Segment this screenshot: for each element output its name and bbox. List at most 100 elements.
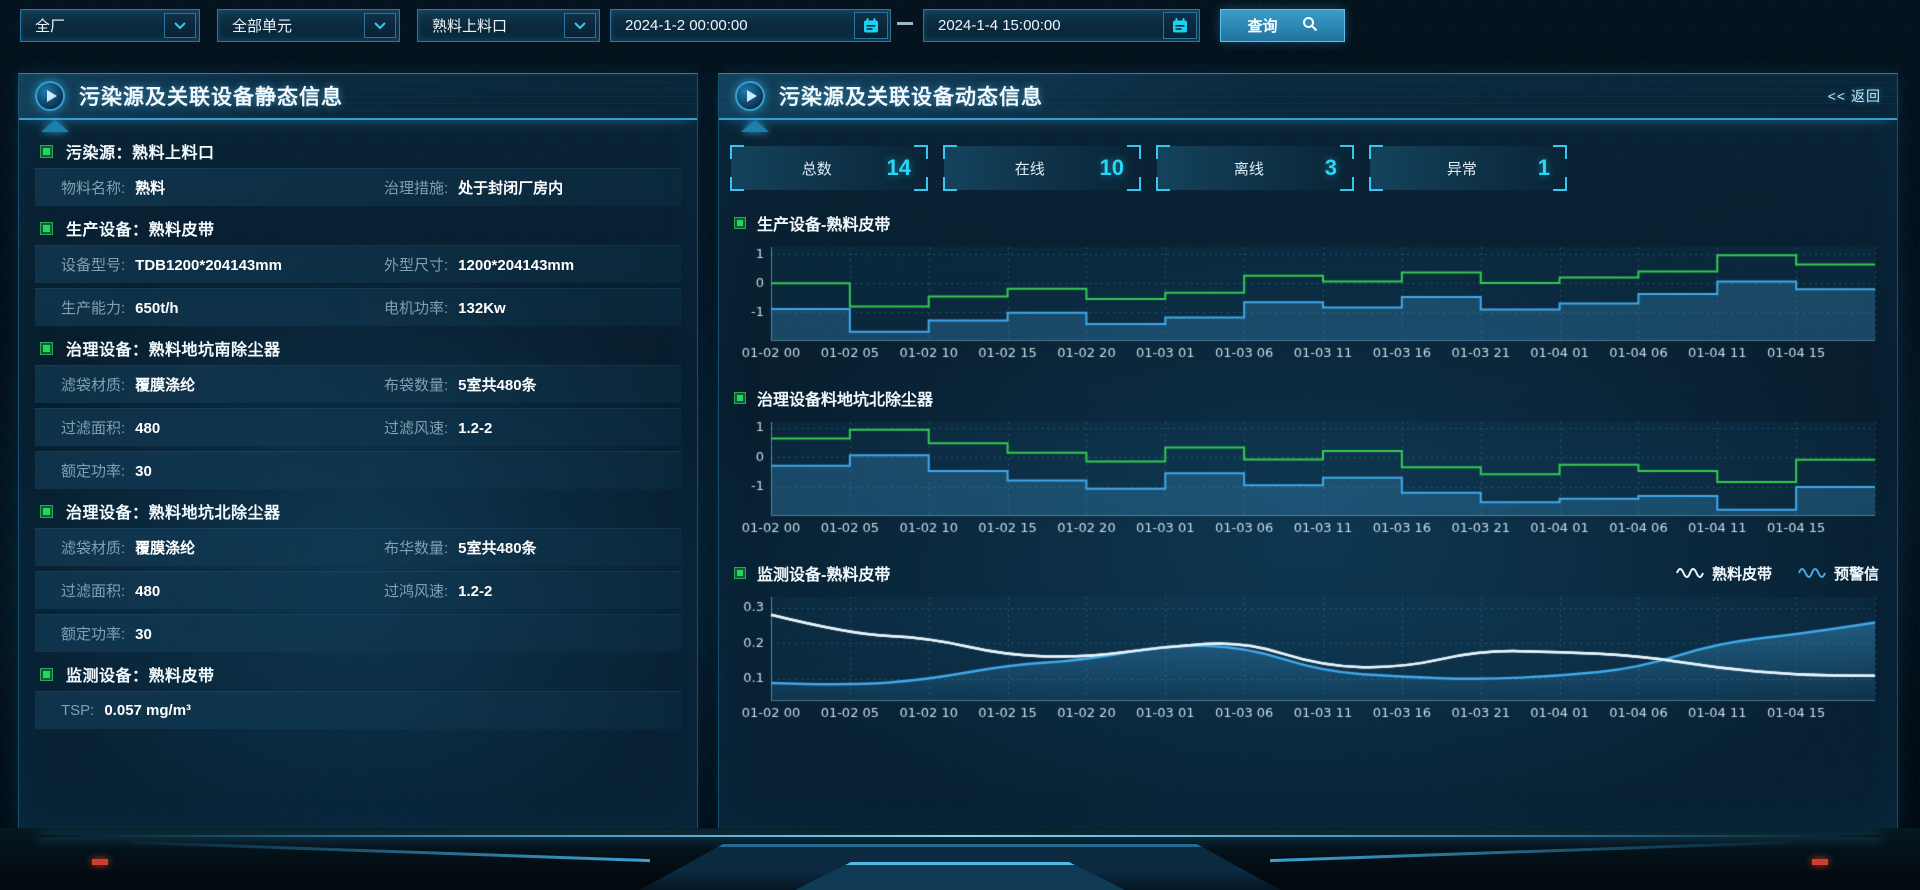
section-header-text: 监测设备：熟料皮带 — [66, 668, 215, 685]
section-bullet-icon — [40, 341, 53, 355]
chart2-title: 治理设备料地坑北除尘器 — [757, 392, 934, 409]
info-value: 5室共480条 — [458, 377, 537, 394]
unit-select-value: 全部单元 — [232, 18, 293, 35]
info-cell: 过滤风速: 1.2-2 — [358, 417, 681, 438]
calendar-icon[interactable] — [854, 12, 888, 39]
info-value: 1.2-2 — [458, 583, 493, 600]
info-value: TDB1200*204143mm — [135, 257, 282, 274]
legend-label: 预警信 — [1833, 565, 1879, 583]
stat-label: 总数 — [801, 160, 832, 178]
info-cell: 过鸿风速: 1.2-2 — [358, 580, 681, 601]
info-label: TSP: — [61, 702, 95, 719]
info-row: 生产能力: 650t/h 电机功率: 132Kw — [35, 288, 681, 326]
stat-label: 在线 — [1014, 160, 1045, 178]
info-label: 布袋数量: — [384, 377, 449, 394]
legend-item-warning[interactable]: 预警信 — [1798, 563, 1879, 584]
date-to-input[interactable]: 2024-1-4 15:00:00 — [923, 9, 1200, 42]
info-cell: 物料名称: 熟料 — [35, 177, 358, 198]
footer-wing-right — [1270, 840, 1790, 863]
section-header-row: 治理设备：熟料地坑南除尘器 — [35, 331, 681, 365]
info-value: 132Kw — [458, 300, 506, 317]
chevron-down-icon[interactable] — [564, 13, 596, 38]
section-bullet-icon — [40, 667, 53, 681]
production-device-chart — [733, 240, 1883, 365]
chevron-down-icon[interactable] — [364, 13, 396, 38]
info-row: 过滤面积: 480 过滤风速: 1.2-2 — [35, 408, 681, 446]
info-label: 设备型号: — [61, 257, 126, 274]
legend-item-belt[interactable]: 熟料皮带 — [1676, 563, 1772, 584]
treatment-device-chart — [733, 415, 1883, 540]
chart3-title-row: 监测设备-熟料皮带 熟料皮带 预警信 — [734, 558, 1879, 588]
info-cell: TSP: 0.057 mg/m³ — [35, 702, 358, 719]
wave-line-icon — [1798, 565, 1826, 582]
legend-label: 熟料皮带 — [1711, 565, 1772, 583]
static-info-list: 污染源：熟料上料口 物料名称: 熟料 治理措施: 处于封闭厂房内 生产设备：熟料皮带 设备型… — [19, 120, 697, 729]
section-header-text: 治理设备：熟料地坑南除尘器 — [66, 342, 281, 359]
footer-red-accent — [1812, 859, 1828, 865]
section-header-row: 治理设备：熟料地坑北除尘器 — [35, 494, 681, 528]
info-label: 过滤风速: — [384, 420, 449, 437]
back-link[interactable]: << 返回 — [1827, 88, 1881, 104]
stat-label: 离线 — [1233, 160, 1264, 178]
info-label: 物料名称: — [61, 180, 126, 197]
info-value: 覆膜涤纶 — [135, 540, 196, 557]
dynamic-info-title: 污染源及关联设备动态信息 — [779, 86, 1043, 109]
info-label: 布华数量: — [384, 540, 449, 557]
info-row: 设备型号: TDB1200*204143mm 外型尺寸: 1200*204143mm — [35, 245, 681, 283]
query-button-label: 查询 — [1247, 18, 1278, 35]
date-from-input[interactable]: 2024-1-2 00:00:00 — [610, 9, 891, 42]
section-bullet-icon — [40, 144, 53, 158]
info-value: 1.2-2 — [458, 420, 493, 437]
info-cell: 布华数量: 5室共480条 — [358, 537, 681, 558]
section-bullet-icon — [734, 392, 746, 404]
info-value: 0.057 mg/m³ — [104, 702, 192, 719]
info-label: 过滤面积: — [61, 583, 126, 600]
footer-decoration — [0, 828, 1920, 890]
section-header-row: 生产设备：熟料皮带 — [35, 211, 681, 245]
query-button[interactable]: 查询 — [1220, 9, 1345, 42]
info-cell: 滤袋材质: 覆膜涤纶 — [35, 374, 358, 395]
info-cell: 滤袋材质: 覆膜涤纶 — [35, 537, 358, 558]
section-bullet-icon — [734, 567, 746, 579]
pollution-source-select[interactable]: 熟料上料口 — [417, 9, 600, 42]
play-icon — [735, 81, 765, 111]
footer-wing-left — [130, 840, 650, 863]
info-value: 熟料 — [135, 180, 166, 197]
chart1-title-row: 生产设备-熟料皮带 — [734, 208, 1879, 238]
section-header-text: 治理设备：熟料地坑北除尘器 — [66, 505, 281, 522]
dynamic-info-header: 污染源及关联设备动态信息 << 返回 — [719, 74, 1897, 120]
date-range-separator — [897, 22, 913, 25]
info-label: 生产能力: — [61, 300, 126, 317]
info-label: 过滤面积: — [61, 420, 126, 437]
plant-select-value: 全厂 — [35, 18, 66, 35]
info-label: 电机功率: — [384, 300, 449, 317]
info-value: 650t/h — [135, 300, 179, 317]
plant-select[interactable]: 全厂 — [20, 9, 200, 42]
chevron-down-icon[interactable] — [164, 13, 196, 38]
info-label: 额定功率: — [61, 463, 126, 480]
info-value: 覆膜涤纶 — [135, 377, 196, 394]
info-cell: 治理措施: 处于封闭厂房内 — [358, 177, 681, 198]
info-cell: 设备型号: TDB1200*204143mm — [35, 254, 358, 275]
info-value: 30 — [135, 463, 152, 480]
info-value: 480 — [135, 583, 161, 600]
stat-label: 异常 — [1446, 160, 1477, 178]
info-cell: 生产能力: 650t/h — [35, 297, 358, 318]
monitoring-device-chart — [733, 590, 1883, 725]
static-info-title: 污染源及关联设备静态信息 — [79, 86, 343, 109]
footer-emblem-inner — [795, 862, 1125, 890]
stat-value: 10 — [1099, 155, 1124, 180]
unit-select[interactable]: 全部单元 — [217, 9, 400, 42]
dynamic-info-panel: 污染源及关联设备动态信息 << 返回 总数 14 在线 10 离线 3 异常 1 — [718, 73, 1898, 830]
info-value: 5室共480条 — [458, 540, 537, 557]
info-row: 额定功率: 30 — [35, 451, 681, 489]
pollution-source-select-value: 熟料上料口 — [432, 18, 508, 35]
info-cell: 过滤面积: 480 — [35, 580, 358, 601]
filter-toolbar: 全厂 全部单元 熟料上料口 2024-1-2 00:00:00 — [0, 0, 1920, 50]
info-row: 额定功率: 30 — [35, 614, 681, 652]
info-row: 滤袋材质: 覆膜涤纶 布华数量: 5室共480条 — [35, 528, 681, 566]
date-from-value: 2024-1-2 00:00:00 — [625, 17, 748, 34]
info-row: 过滤面积: 480 过鸿风速: 1.2-2 — [35, 571, 681, 609]
calendar-icon[interactable] — [1163, 12, 1197, 39]
